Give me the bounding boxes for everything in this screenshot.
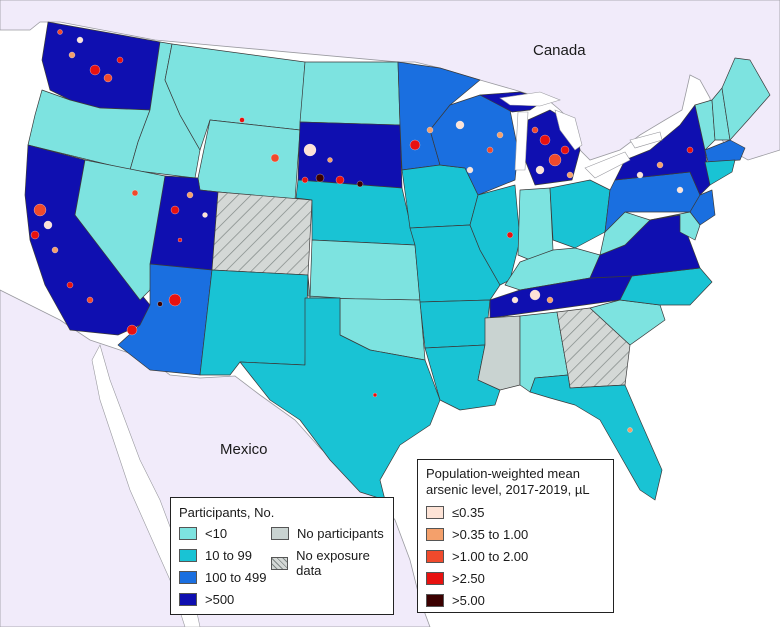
state-nebraska — [295, 179, 416, 246]
state-connecticut — [704, 159, 736, 186]
state-new-jersey — [689, 189, 716, 226]
legend-swatch — [426, 528, 444, 541]
legend-item-100-200: >1.00 to 2.00 — [426, 549, 528, 564]
state-south-carolina — [589, 299, 666, 346]
state-colorado — [211, 191, 313, 276]
legend-item-100-499: 100 to 499 — [179, 570, 266, 585]
state-indiana — [517, 187, 554, 263]
mexico-label: Mexico — [220, 441, 268, 458]
state-arkansas — [419, 299, 491, 349]
legend-item-no-participants: No participants — [271, 526, 384, 541]
state-illinois — [469, 184, 521, 286]
state-florida — [529, 374, 663, 501]
participants-legend: Participants, No. <10 10 to 99 100 to 49… — [170, 497, 394, 615]
legend-swatch — [271, 527, 289, 540]
state-south-dakota — [297, 121, 403, 189]
legend-swatch-hatch — [271, 556, 289, 570]
great-lakes — [499, 91, 663, 179]
arsenic-legend: Population-weighted mean arsenic level, … — [417, 459, 614, 613]
state-west-virginia — [599, 211, 651, 256]
state-texas — [239, 297, 441, 501]
state-wyoming — [197, 119, 301, 201]
participants-legend-title: Participants, No. — [179, 505, 275, 520]
state-new-mexico — [199, 269, 309, 376]
state-maryland — [649, 211, 701, 241]
arsenic-legend-title: Population-weighted mean arsenic level, … — [426, 466, 590, 497]
states — [24, 21, 771, 501]
legend-swatch — [179, 549, 197, 562]
state-massachusetts — [704, 139, 746, 163]
legend-item-gt500: >5.00 — [426, 593, 485, 608]
legend-item-gt500: >500 — [179, 592, 234, 607]
state-north-dakota — [299, 61, 401, 126]
state-kansas — [309, 239, 421, 301]
legend-swatch — [179, 593, 197, 606]
legend-item-lt10: <10 — [179, 526, 227, 541]
legend-swatch — [179, 527, 197, 540]
legend-item-gt250: >2.50 — [426, 571, 485, 586]
canada-label: Canada — [533, 42, 586, 59]
state-ohio — [549, 179, 611, 249]
legend-swatch — [426, 506, 444, 519]
legend-item-10-99: 10 to 99 — [179, 548, 252, 563]
state-iowa — [401, 164, 479, 229]
legend-item-le035: ≤0.35 — [426, 505, 484, 520]
legend-item-no-exposure: No exposure data — [271, 548, 393, 578]
legend-swatch — [426, 572, 444, 585]
legend-item-035-100: >0.35 to 1.00 — [426, 527, 528, 542]
legend-swatch — [426, 594, 444, 607]
arsenic-dots — [30, 29, 694, 433]
legend-swatch — [179, 571, 197, 584]
legend-swatch — [426, 550, 444, 563]
state-nevada — [74, 159, 166, 301]
